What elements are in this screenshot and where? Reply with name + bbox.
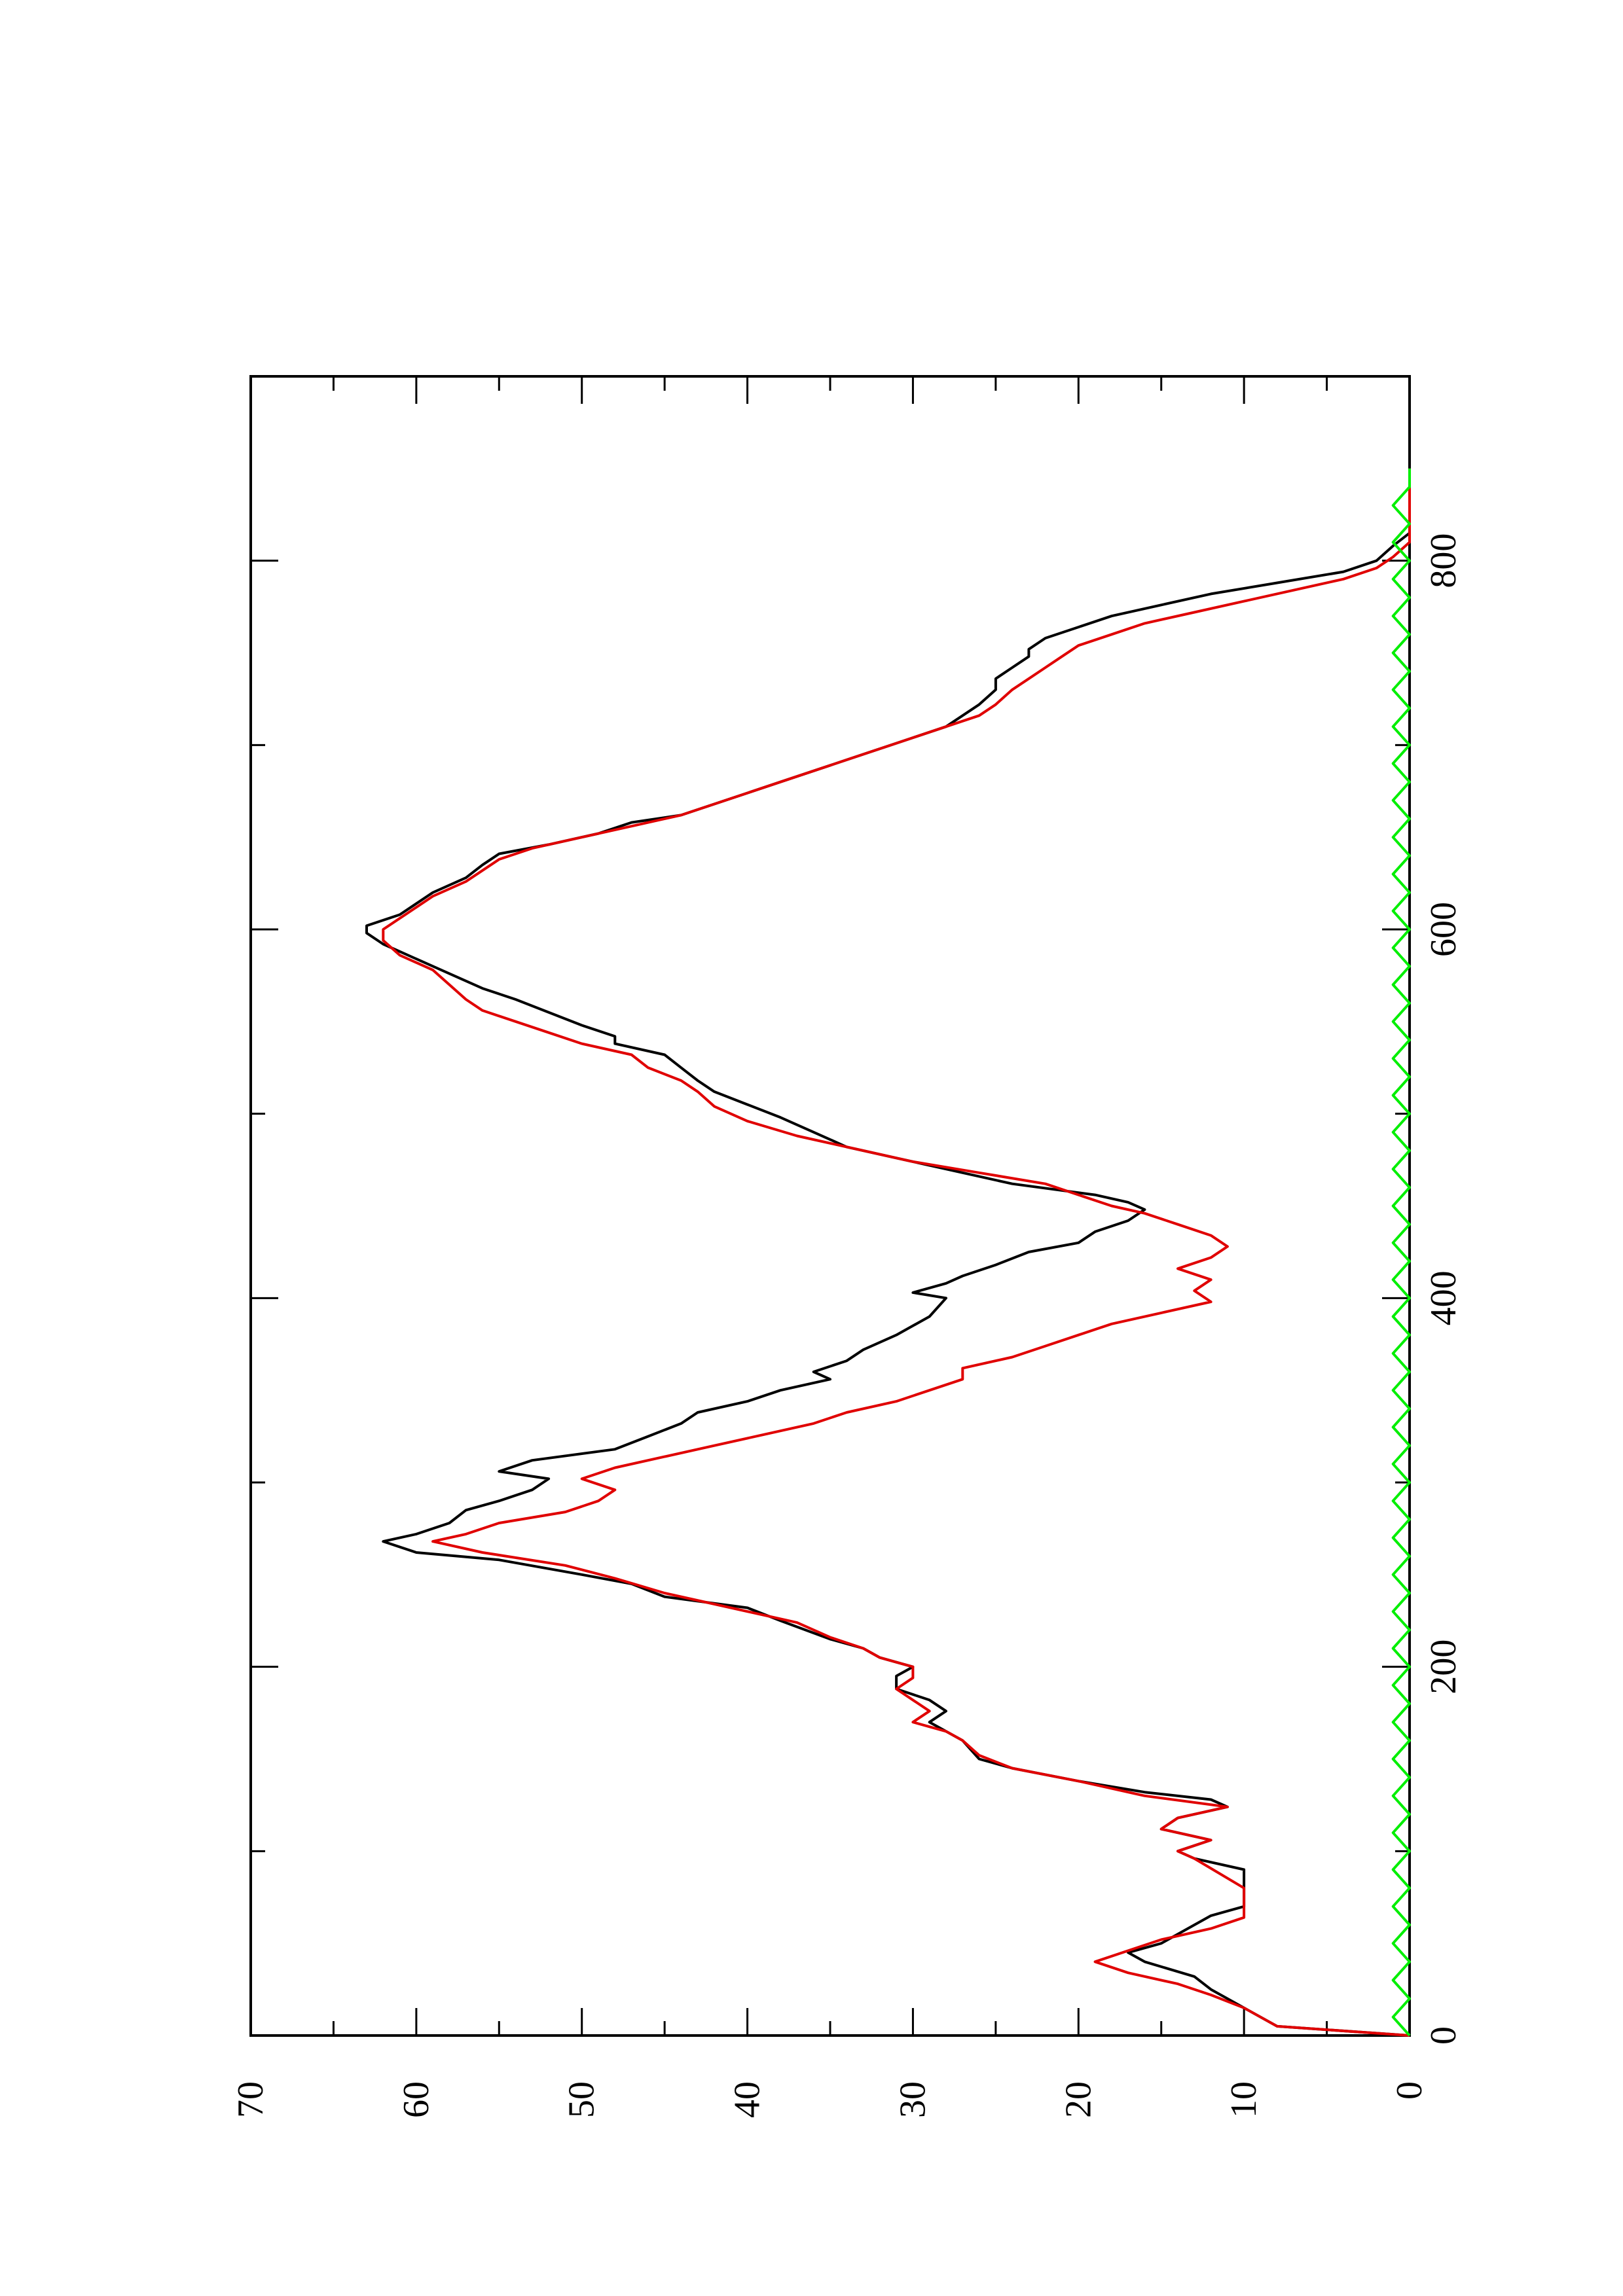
y-tick-label: 50 <box>562 2081 602 2118</box>
y-tick-label: 70 <box>230 2081 271 2118</box>
plot-area <box>249 375 1411 2037</box>
x-tick-label: 600 <box>1423 902 1464 957</box>
y-tick-label: 40 <box>727 2081 768 2118</box>
series-line-3 <box>1391 468 1411 2037</box>
y-tick-label: 10 <box>1224 2081 1264 2118</box>
series-line-2 <box>382 468 1411 2037</box>
y-tick-label: 30 <box>892 2081 933 2118</box>
x-tick-label: 400 <box>1423 1270 1464 1325</box>
y-tick-label: 20 <box>1058 2081 1099 2118</box>
ticks <box>249 376 1411 2037</box>
y-tick-label: 60 <box>396 2081 437 2118</box>
x-tick-label: 0 <box>1423 2026 1464 2045</box>
plot-frame <box>249 375 1411 2037</box>
x-tick-label: 200 <box>1423 1640 1464 1695</box>
x-tick-label: 800 <box>1423 533 1464 588</box>
y-tick-label: 0 <box>1389 2081 1430 2100</box>
series <box>365 468 1411 2037</box>
series-line-1 <box>365 468 1411 2037</box>
tick-labels: 0 200 400 600 800 0 10 20 30 40 50 60 70 <box>230 533 1464 2118</box>
